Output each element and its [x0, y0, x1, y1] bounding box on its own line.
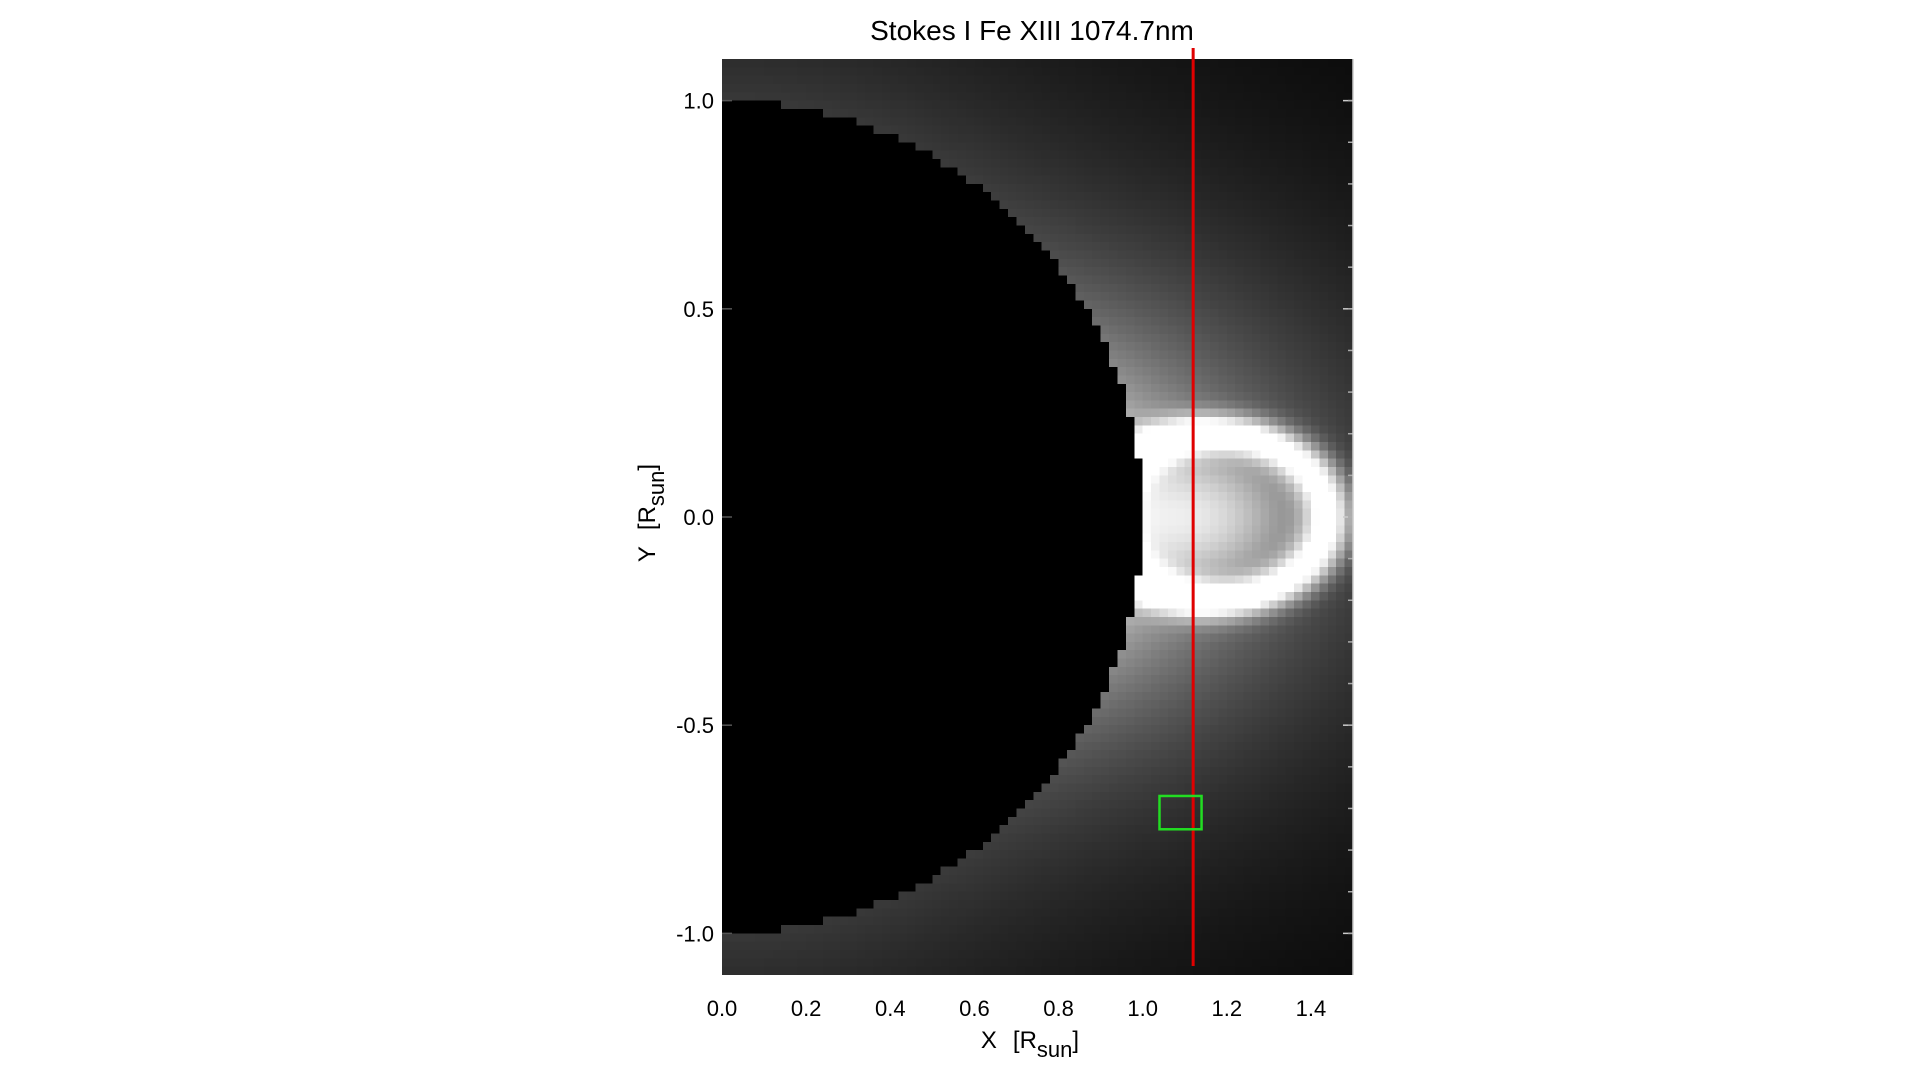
- axis-ticks: [722, 59, 1354, 975]
- x-tick-label: 0.4: [875, 996, 906, 1021]
- x-tick-labels: 0.0 0.2 0.4 0.6 0.8 1.0 1.2 1.4: [707, 996, 1327, 1021]
- plot-area: [722, 48, 1354, 975]
- x-tick-label: 0.2: [791, 996, 822, 1021]
- x-axis-label-sub: sun: [1037, 1037, 1072, 1062]
- selection-box[interactable]: [1158, 794, 1203, 831]
- x-axis-label-open: [R: [1013, 1027, 1037, 1054]
- x-tick-label: 0.0: [707, 996, 738, 1021]
- y-tick-label: 0.5: [683, 297, 714, 322]
- y-tick-labels: 1.0 0.5 0.0 -0.5 -1.0: [676, 89, 714, 947]
- x-tick-label: 0.6: [959, 996, 990, 1021]
- y-axis-label-main: Y: [634, 546, 661, 562]
- intensity-heatmap: [722, 59, 1353, 975]
- y-axis-label-close: ]: [634, 464, 661, 471]
- x-axis-label-close: ]: [1072, 1027, 1079, 1054]
- x-axis-label: X [Rsun]: [981, 1027, 1079, 1062]
- x-tick-label: 1.0: [1127, 996, 1158, 1021]
- chart-title: Stokes I Fe XIII 1074.7nm: [870, 15, 1194, 46]
- y-tick-label: -1.0: [676, 921, 714, 946]
- y-tick-label: 0.0: [683, 505, 714, 530]
- x-tick-label: 1.2: [1212, 996, 1243, 1021]
- y-axis-label-open: [R: [634, 506, 661, 530]
- x-tick-label: 1.4: [1296, 996, 1327, 1021]
- y-axis-label-sub: sun: [644, 471, 669, 506]
- y-tick-label: -0.5: [676, 713, 714, 738]
- y-tick-label: 1.0: [683, 89, 714, 114]
- x-tick-label: 0.8: [1043, 996, 1074, 1021]
- y-axis-label: Y [Rsun]: [634, 464, 669, 562]
- x-axis-label-main: X: [981, 1027, 997, 1054]
